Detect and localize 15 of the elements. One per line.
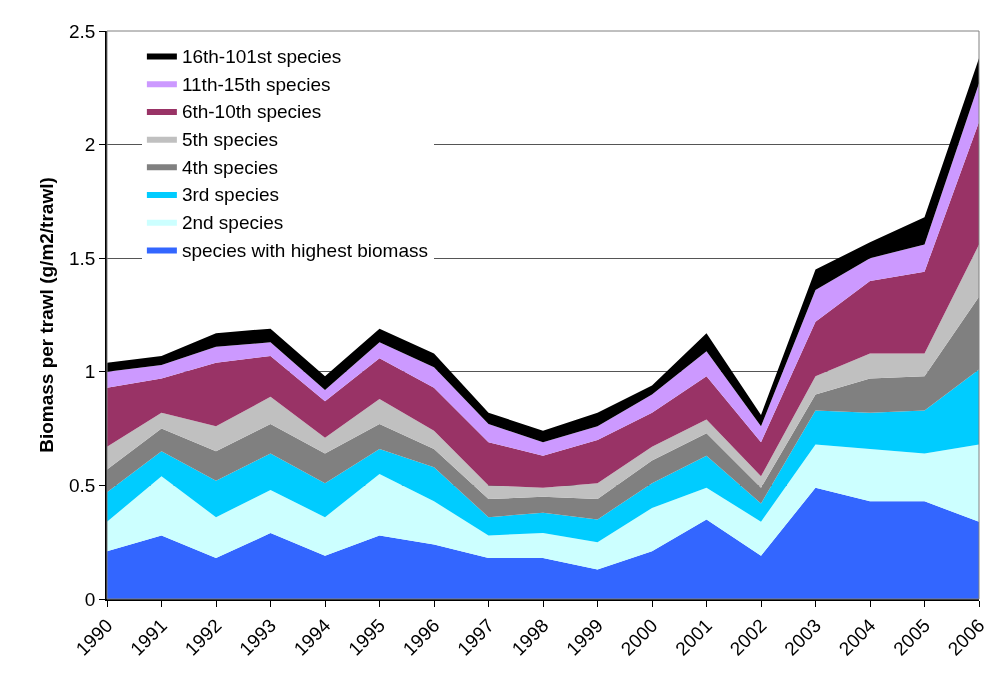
y-tick-label: 1 [84,361,96,383]
y-tick-label: 2.5 [69,20,96,42]
legend-label: 3rd species [181,184,280,206]
legend-label: 5th species [181,129,279,151]
legend-label: 11th-15th species [181,73,331,95]
legend-label: 16th-101st species [181,45,342,67]
legend-label: 2nd species [181,212,284,234]
y-tick-label: 0.5 [69,475,96,497]
legend-label: 4th species [181,156,279,178]
y-axis-title: Biomass per trawl (g/m2/trawl) [36,177,58,453]
legend-label: 6th-10th species [181,101,322,123]
y-tick-label: 1.5 [69,247,96,269]
y-tick-label: 2 [84,134,96,156]
legend-label: species with highest biomass [181,239,428,261]
y-tick-label: 0 [84,588,96,610]
